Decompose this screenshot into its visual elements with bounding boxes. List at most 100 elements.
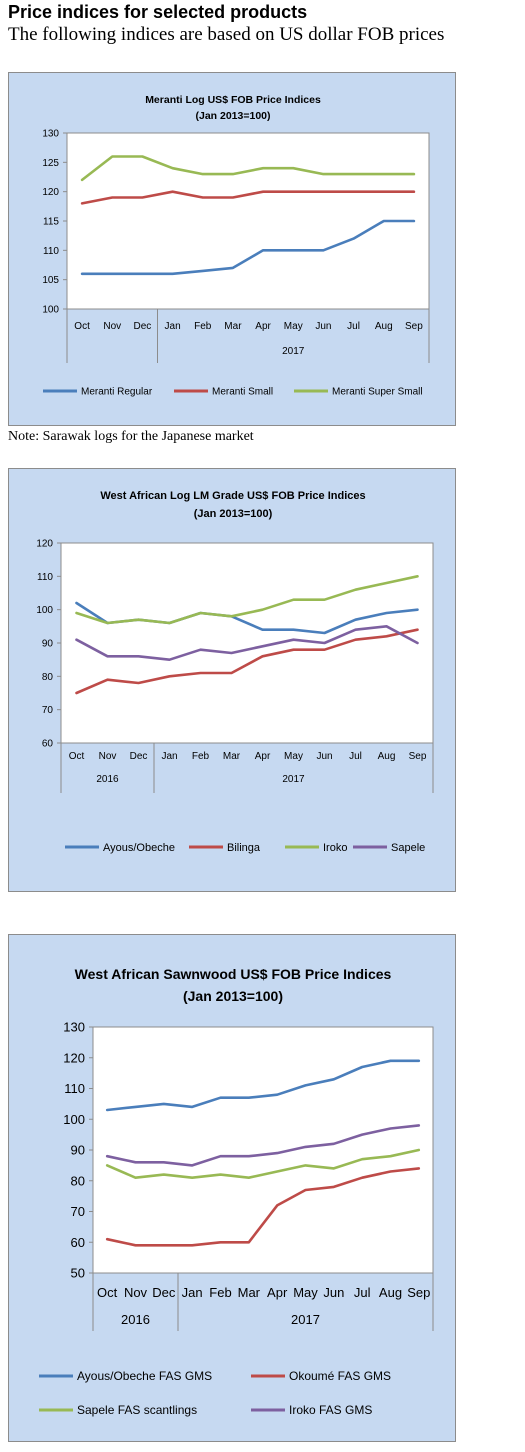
page-heading: Price indices for selected products xyxy=(8,2,308,22)
y-tick-label: 90 xyxy=(71,1143,85,1158)
y-tick-label: 120 xyxy=(36,539,53,550)
series-line xyxy=(75,575,419,625)
series-line xyxy=(105,1059,421,1112)
chart-1-svg: Meranti Log US$ FOB Price Indices (Jan 20… xyxy=(42,94,430,398)
x-tick-label: Mar xyxy=(224,321,242,332)
y-tick-label: 100 xyxy=(42,305,59,316)
x-tick-label: Dec xyxy=(130,751,148,762)
y-tick-label: 60 xyxy=(71,1235,85,1250)
x-tick-label: Sep xyxy=(407,1285,430,1300)
y-tick-label: 120 xyxy=(63,1050,85,1065)
chart-3-svg: West African Sawnwood US$ FOB Price Indi… xyxy=(39,966,434,1417)
x-tick-label: May xyxy=(284,751,303,762)
x-tick-label: May xyxy=(284,321,303,332)
x-group-label: 2016 xyxy=(96,774,119,785)
y-tick-label: 100 xyxy=(36,605,53,616)
y-tick-label: 110 xyxy=(64,1081,85,1096)
x-group-label: 2016 xyxy=(121,1312,150,1327)
x-tick-label: Oct xyxy=(69,751,85,762)
y-tick-label: 110 xyxy=(37,572,53,583)
x-tick-label: Mar xyxy=(223,751,241,762)
series-line xyxy=(80,190,416,205)
chart-title-line: West African Log LM Grade US$ FOB Price … xyxy=(100,490,365,502)
y-tick-label: 80 xyxy=(71,1173,85,1188)
x-group-label: 2017 xyxy=(291,1312,320,1327)
x-tick-label: Nov xyxy=(103,321,121,332)
y-tick-label: 70 xyxy=(42,705,54,716)
chart-title-line: (Jan 2013=100) xyxy=(195,110,270,122)
y-tick-label: 130 xyxy=(42,129,59,140)
chart-title-line: (Jan 2013=100) xyxy=(194,508,273,520)
series-line xyxy=(105,1124,421,1167)
x-tick-label: Dec xyxy=(134,321,152,332)
legend-label: Bilinga xyxy=(227,842,261,854)
y-tick-label: 50 xyxy=(71,1266,85,1281)
legend-label: Sapele FAS scantlings xyxy=(77,1403,197,1417)
series-line xyxy=(75,625,419,661)
x-tick-label: May xyxy=(293,1285,318,1300)
legend-label: Meranti Super Small xyxy=(332,387,423,398)
page-subheading: The following indices are based on US do… xyxy=(8,24,445,45)
x-tick-label: Jan xyxy=(161,751,177,762)
x-tick-label: Nov xyxy=(124,1285,148,1300)
y-tick-label: 130 xyxy=(63,1020,85,1035)
x-tick-label: Apr xyxy=(267,1285,288,1300)
x-tick-label: Apr xyxy=(255,751,271,762)
y-tick-label: 125 xyxy=(42,158,59,169)
legend-label: Meranti Small xyxy=(212,387,273,398)
legend-label: Iroko xyxy=(323,842,347,854)
x-group-label: 2017 xyxy=(282,774,305,785)
chart-title-line: West African Sawnwood US$ FOB Price Indi… xyxy=(75,966,392,982)
chart-panel-meranti-log: Meranti Log US$ FOB Price Indices (Jan 20… xyxy=(8,72,456,426)
x-tick-label: Jan xyxy=(182,1285,203,1300)
y-tick-label: 60 xyxy=(42,739,54,750)
x-tick-label: Oct xyxy=(74,321,90,332)
x-tick-label: Feb xyxy=(209,1285,231,1300)
plot-area xyxy=(66,132,430,310)
x-tick-label: Feb xyxy=(194,321,212,332)
x-tick-label: Sep xyxy=(405,321,423,332)
x-tick-label: Feb xyxy=(192,751,210,762)
x-tick-label: Apr xyxy=(255,321,271,332)
chart-note: Note: Sarawak logs for the Japanese mark… xyxy=(8,429,254,444)
legend-label: Okoumé FAS GMS xyxy=(289,1369,391,1383)
x-tick-label: Dec xyxy=(152,1285,176,1300)
x-tick-label: Jun xyxy=(315,321,331,332)
series-line xyxy=(80,219,416,276)
x-tick-label: Jul xyxy=(347,321,360,332)
chart-2-svg: West African Log LM Grade US$ FOB Price … xyxy=(36,490,434,854)
series-line xyxy=(75,628,419,695)
legend-label: Ayous/Obeche xyxy=(103,842,175,854)
series-line xyxy=(80,155,416,182)
plot-area xyxy=(92,1026,434,1274)
x-tick-label: Jun xyxy=(323,1285,344,1300)
x-tick-label: Oct xyxy=(97,1285,118,1300)
y-tick-label: 120 xyxy=(42,187,59,198)
series-line xyxy=(105,1148,421,1179)
chart-panel-west-african-log: West African Log LM Grade US$ FOB Price … xyxy=(8,468,456,892)
y-tick-label: 115 xyxy=(43,217,59,228)
x-tick-label: Aug xyxy=(375,321,393,332)
x-tick-label: Jul xyxy=(354,1285,371,1300)
y-tick-label: 90 xyxy=(42,639,54,650)
x-group-label: 2017 xyxy=(282,346,305,357)
plot-area xyxy=(60,542,434,744)
x-tick-label: Jun xyxy=(316,751,332,762)
x-tick-label: Mar xyxy=(238,1285,261,1300)
legend-label: Iroko FAS GMS xyxy=(289,1403,372,1417)
x-tick-label: Sep xyxy=(409,751,427,762)
x-tick-label: Aug xyxy=(379,1285,402,1300)
y-tick-label: 80 xyxy=(42,672,54,683)
x-tick-label: Jul xyxy=(349,751,362,762)
legend-label: Meranti Regular xyxy=(81,387,153,398)
chart-title-line: (Jan 2013=100) xyxy=(183,988,283,1004)
y-tick-label: 100 xyxy=(63,1112,85,1127)
x-tick-label: Jan xyxy=(165,321,181,332)
chart-panel-west-african-sawnwood: West African Sawnwood US$ FOB Price Indi… xyxy=(8,934,456,1442)
x-tick-label: Nov xyxy=(99,751,117,762)
y-tick-label: 105 xyxy=(42,275,59,286)
series-line xyxy=(105,1167,421,1247)
legend-label: Ayous/Obeche FAS GMS xyxy=(77,1369,212,1383)
chart-title-line: Meranti Log US$ FOB Price Indices xyxy=(145,94,321,106)
y-tick-label: 110 xyxy=(43,246,59,257)
